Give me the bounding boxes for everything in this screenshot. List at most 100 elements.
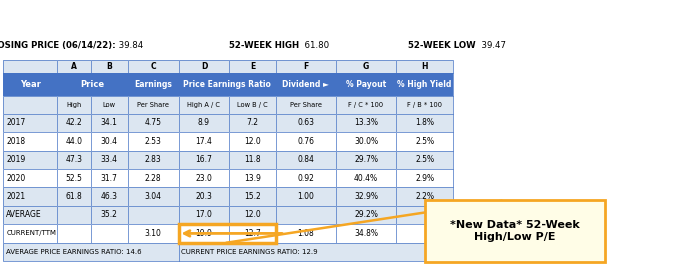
Text: Price Earnings Ratio: Price Earnings Ratio [183,80,271,89]
Text: 33.4: 33.4 [101,155,118,164]
Bar [396,73,453,96]
Bar [275,187,336,206]
Text: 2.5%: 2.5% [415,155,435,164]
Bar [56,132,91,151]
Bar [275,96,336,114]
Text: 2.5%: 2.5% [415,137,435,146]
Bar [179,224,229,243]
Bar [229,132,275,151]
Bar [396,151,453,169]
Bar [229,206,275,224]
Bar [179,206,229,224]
Bar [275,60,336,73]
Bar [3,73,56,96]
Bar [275,206,336,224]
Bar [91,151,128,169]
Text: Price: Price [80,80,104,89]
Text: 2.53: 2.53 [145,137,162,146]
Text: 2018: 2018 [6,137,25,146]
Bar [3,96,56,114]
Text: 32.9%: 32.9% [354,192,378,201]
Bar [3,114,56,132]
Bar [91,114,128,132]
Bar [91,206,128,224]
Bar [3,60,56,73]
Bar [128,206,179,224]
Bar [3,169,56,187]
Bar [396,60,453,73]
Text: CURRENT PRICE EARNINGS RATIO: 12.9: CURRENT PRICE EARNINGS RATIO: 12.9 [182,249,318,255]
Text: 34.1: 34.1 [101,118,118,127]
Bar [91,151,128,169]
Bar [179,187,229,206]
Text: % Payout: % Payout [346,80,386,89]
Bar [396,73,453,96]
Text: F / C * 100: F / C * 100 [348,102,384,108]
Bar [396,114,453,132]
Bar [179,243,453,261]
Bar [229,224,275,243]
Bar [275,73,336,96]
Bar [91,169,128,187]
Bar [128,60,179,73]
Text: Low: Low [103,102,116,108]
Bar [128,73,179,96]
Text: 4.75: 4.75 [145,118,162,127]
Bar [3,132,56,151]
Bar [3,206,56,224]
Text: % High Yield: % High Yield [397,80,452,89]
Bar [3,96,56,114]
Bar [336,206,396,224]
Bar [336,73,396,96]
Bar [56,60,91,73]
Text: 12.0: 12.0 [244,137,261,146]
Text: Dividend ►: Dividend ► [282,80,329,89]
Text: 0.76: 0.76 [297,137,314,146]
Bar [275,96,336,114]
Bar [229,114,275,132]
Bar [179,151,229,169]
Text: 17.4: 17.4 [196,137,212,146]
Bar [56,96,91,114]
Bar [91,60,128,73]
Bar [128,151,179,169]
Bar [3,73,56,96]
Text: Year: Year [20,80,40,89]
Bar [336,132,396,151]
Bar [91,96,128,114]
Bar [91,187,128,206]
Bar [275,114,336,132]
Text: 12.7: 12.7 [244,229,261,238]
Bar [128,224,179,243]
Bar [91,206,128,224]
Text: F: F [303,62,308,71]
Bar [179,206,229,224]
Text: AVERAGE PRICE EARNINGS RATIO: 14.6: AVERAGE PRICE EARNINGS RATIO: 14.6 [6,249,142,255]
Text: 46.3: 46.3 [101,192,118,201]
Bar [56,187,91,206]
Bar [128,114,179,132]
Text: Per Share: Per Share [137,102,169,108]
Text: 2019: 2019 [6,155,26,164]
Bar [3,151,56,169]
Bar [91,132,128,151]
Text: E: E [250,62,255,71]
Bar [179,73,275,96]
Bar [275,60,336,73]
Bar [336,224,396,243]
Bar [3,206,56,224]
Text: 31.7: 31.7 [101,174,118,183]
Bar [179,132,229,151]
Bar [56,224,91,243]
Bar [3,60,56,73]
Bar [396,187,453,206]
Text: 2.2%: 2.2% [415,192,434,201]
Bar [275,132,336,151]
Bar [179,169,229,187]
Bar [336,96,396,114]
Bar [56,206,91,224]
Bar [336,151,396,169]
Bar [56,132,91,151]
Bar [91,60,128,73]
Bar [56,187,91,206]
